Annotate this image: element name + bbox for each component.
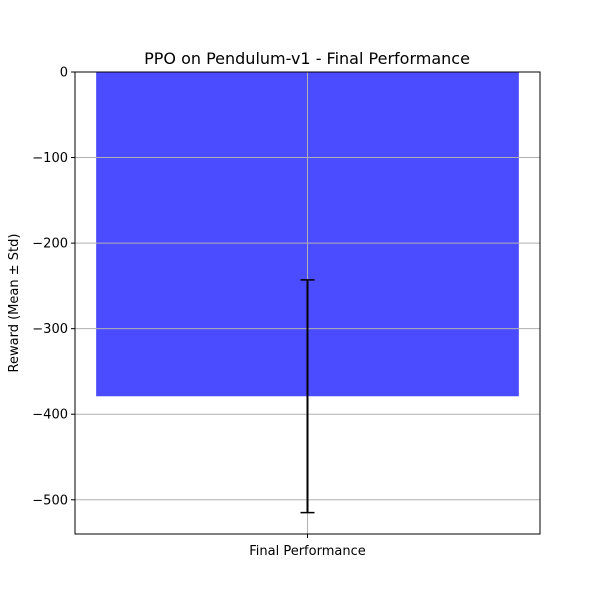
x-axis-ticks: Final Performance: [249, 534, 366, 559]
y-tick-label: −200: [32, 237, 68, 252]
y-tick-label: −500: [32, 493, 68, 508]
y-tick-label: −300: [32, 322, 68, 337]
y-tick-label: −100: [32, 151, 68, 166]
chart-title: PPO on Pendulum-v1 - Final Performance: [144, 49, 470, 68]
y-tick-label: −400: [32, 408, 68, 423]
error-bars: [300, 279, 315, 514]
y-axis-ticks: 0 −100 −200 −300 −400 −500: [32, 66, 75, 508]
y-tick-label: 0: [60, 66, 68, 81]
y-axis-label: Reward (Mean ± Std): [7, 234, 22, 373]
x-tick-label: Final Performance: [249, 544, 365, 559]
